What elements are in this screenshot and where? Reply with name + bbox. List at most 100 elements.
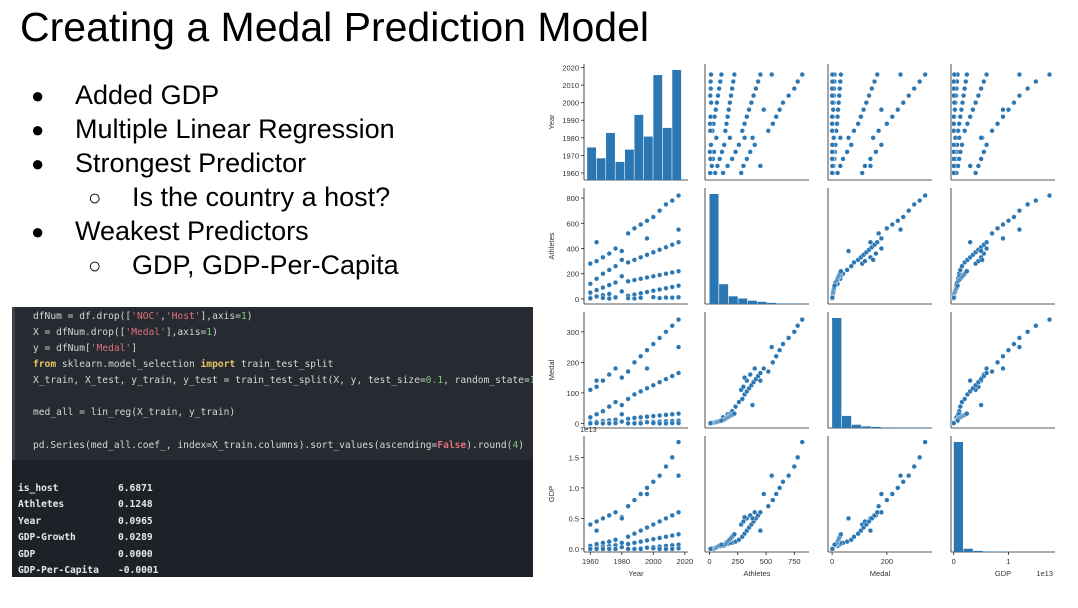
scatter-point (644, 419, 650, 425)
scatter-point (726, 107, 732, 113)
scatter-point (829, 100, 835, 106)
scatter-point (876, 128, 882, 134)
scatter-point (870, 135, 876, 141)
scatter-point (769, 344, 775, 350)
scatter-point (962, 396, 968, 402)
y-tick-label: 300 (566, 328, 579, 337)
scatter-point (795, 323, 801, 329)
scatter-point (964, 71, 970, 78)
scatter-point (675, 531, 682, 537)
scatter-point (1005, 218, 1012, 224)
scatter-point (876, 503, 882, 509)
scatter-point (644, 274, 650, 281)
scatter-point (867, 163, 874, 169)
x-axis-label: Athletes (743, 569, 770, 578)
scatter-point (978, 248, 984, 254)
scatter-point (708, 100, 714, 106)
scatter-point (727, 100, 733, 106)
gdp-offset-label: 1e13 (580, 425, 597, 434)
scatter-point (906, 473, 912, 479)
histogram-bar (719, 284, 729, 304)
scatter-point (951, 142, 957, 148)
scatter-point (964, 268, 970, 274)
scatter-point (978, 135, 984, 141)
scatter-point (873, 149, 879, 155)
scatter-point (889, 114, 895, 120)
scatter-point (844, 267, 850, 273)
scatter-point (791, 463, 797, 470)
code-cell[interactable]: dfNum = df.drop(['NOC','Host'],axis=1) X … (12, 307, 533, 460)
scatter-point (657, 272, 663, 278)
y-axis-label: Athletes (547, 232, 556, 259)
bullet-marker: ○ (88, 185, 102, 210)
scatter-point (829, 156, 835, 162)
scatter-point (862, 258, 868, 264)
scatter-point (657, 335, 663, 341)
x-tick-label: 0 (707, 557, 711, 566)
histogram-bar (624, 149, 634, 180)
scatter-point (657, 473, 663, 479)
scatter-point (728, 93, 734, 99)
scatter-point (922, 439, 928, 445)
scatter-point (752, 365, 758, 372)
scatter-point (669, 411, 675, 417)
output-area: is_host 6.6871 Athletes 0.1248 Year 0.0965 GDP… (12, 467, 533, 577)
scatter-point (650, 413, 656, 419)
scatter-point (625, 546, 631, 552)
output-index-label: Athletes (18, 499, 65, 511)
output-coef-value: 0.1248 (118, 499, 153, 511)
scatter-point (744, 156, 750, 162)
bullet-item: ● Weakest Predictors (31, 216, 309, 247)
scatter-point (631, 295, 638, 302)
scatter-point (708, 420, 714, 426)
scatter-point (594, 293, 600, 300)
scatter-point (752, 509, 758, 515)
histogram-bar (851, 424, 862, 428)
scatter-point (983, 239, 990, 245)
scatter-point (644, 347, 650, 353)
scatter-point (708, 78, 714, 85)
histogram-bar (747, 300, 757, 304)
scatter-point (962, 128, 968, 134)
scatter-point (780, 479, 786, 485)
scatter-point (712, 170, 718, 176)
output-index-label: GDP (18, 548, 36, 560)
scatter-point (951, 86, 957, 92)
scatter-point (917, 78, 923, 85)
scatter-point (625, 503, 631, 509)
scatter-point (708, 86, 714, 92)
scatter-point (644, 524, 650, 531)
y-axis-label: GDP (547, 486, 556, 502)
scatter-point (631, 391, 638, 398)
scatter-point (625, 230, 631, 236)
scatter-point (795, 78, 801, 85)
scatter-point (739, 396, 745, 402)
scatter-point (606, 420, 612, 427)
y-axis-label: Year (547, 114, 556, 130)
scatter-point (848, 142, 854, 148)
output-coef-value: 0.0965 (118, 515, 153, 527)
scatter-point (600, 254, 606, 260)
scatter-point (1016, 71, 1023, 78)
scatter-point (906, 93, 912, 99)
sub-bullet-item: ○ Is the country a host? (88, 182, 390, 213)
y-tick-label: 200 (566, 270, 579, 279)
bullet-marker: ● (31, 83, 45, 108)
scatter-point (619, 540, 625, 546)
scatter-point (829, 86, 835, 92)
scatter-point (957, 404, 963, 410)
scatter-point (587, 261, 593, 267)
bullet-marker: ● (31, 117, 45, 142)
scatter-point (791, 86, 797, 92)
scatter-point (638, 491, 644, 497)
y-tick-label: 1980 (562, 134, 579, 143)
scatter-point (594, 239, 600, 245)
scatter-point (619, 418, 625, 425)
scatter-point (1025, 86, 1031, 92)
scatter-point (714, 100, 720, 106)
scatter-point (657, 295, 663, 301)
scatter-point (612, 263, 619, 269)
scatter-point (675, 239, 682, 245)
scatter-point (663, 463, 669, 470)
scatter-point (874, 71, 880, 78)
